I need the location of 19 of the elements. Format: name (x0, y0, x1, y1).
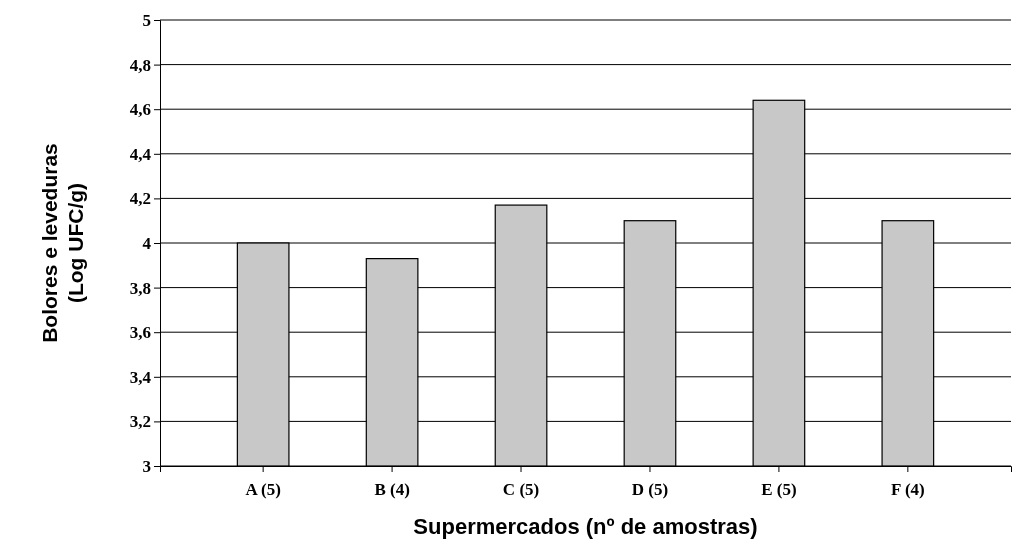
y-tick-label: 3,2 (129, 412, 151, 432)
x-tick-label: A (5) (245, 480, 281, 500)
y-tick-label: 4,2 (129, 189, 151, 209)
y-tick-label: 4,8 (129, 55, 151, 75)
y-tick-label: 3,4 (129, 367, 152, 387)
y-tick-label: 4 (142, 233, 152, 253)
y-tick-label: 5 (142, 10, 151, 30)
y-tick-label: 4,6 (129, 100, 151, 120)
y-tick-label: 3,6 (129, 323, 151, 343)
y-tick-label: 4,4 (129, 144, 152, 164)
x-tick-label: D (5) (631, 480, 669, 500)
y-axis-title: Bolores e leveduras (Log UFC/g) (38, 143, 87, 343)
x-tick-label: E (5) (761, 480, 797, 500)
y-tick-label: 3,8 (129, 278, 151, 298)
x-tick-label: C (5) (502, 480, 540, 500)
x-tick-label: B (4) (374, 480, 410, 500)
x-tick-label: F (4) (890, 480, 925, 500)
y-tick-label: 3 (142, 456, 151, 476)
x-axis-title: Supermercados (nº de amostras) (413, 514, 758, 539)
